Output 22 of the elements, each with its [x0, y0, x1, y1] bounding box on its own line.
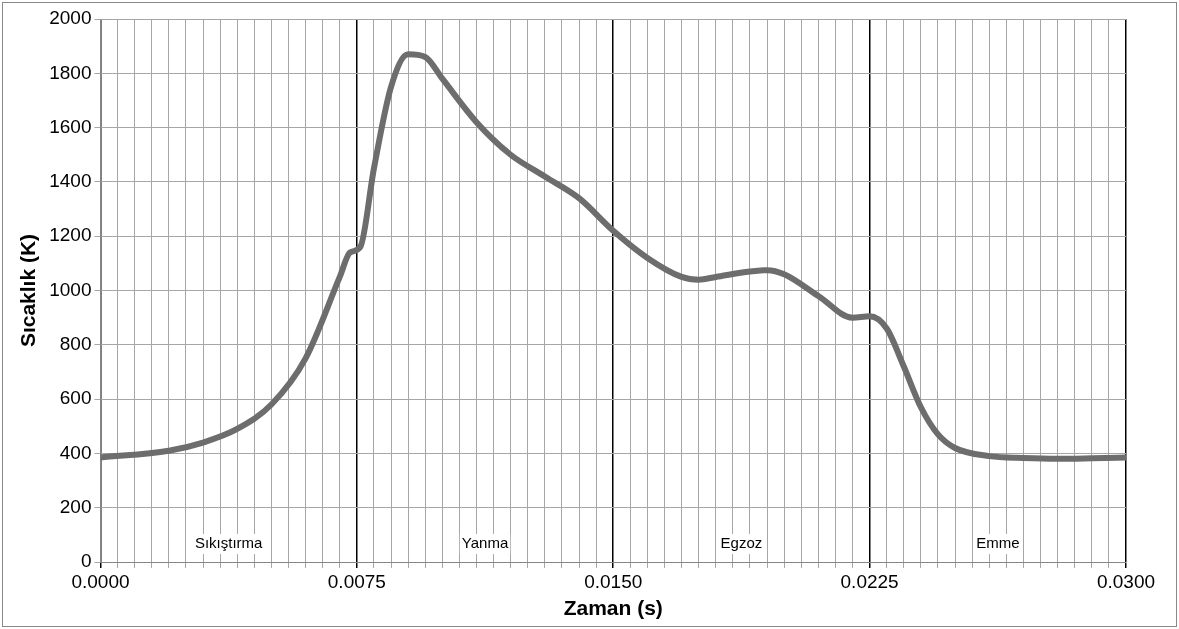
- y-axis-title: Sıcaklık (K): [16, 233, 40, 348]
- y-tick-label: 800: [59, 333, 92, 355]
- y-tick-label: 400: [59, 441, 92, 463]
- x-axis-title: Zaman (s): [563, 596, 663, 620]
- y-tick-label: 1400: [49, 170, 92, 192]
- y-tick-label: 2000: [49, 7, 92, 29]
- y-tick-label: 1800: [49, 61, 92, 83]
- x-tick-label: 0.0000: [71, 570, 130, 592]
- x-tick-label: 0.0300: [1096, 570, 1156, 592]
- y-tick-label: 1000: [49, 278, 92, 300]
- annotation: Yanma: [461, 534, 509, 552]
- annotation: Emme: [976, 534, 1020, 552]
- y-tick-label: 0: [80, 550, 92, 572]
- annotation: Egzoz: [720, 534, 763, 552]
- y-tick-label: 600: [59, 387, 92, 409]
- y-tick-label: 200: [59, 495, 92, 517]
- x-tick-label: 0.0225: [840, 570, 899, 592]
- x-tick-label: 0.0150: [584, 570, 643, 592]
- x-tick-label: 0.0075: [327, 570, 386, 592]
- y-tick-label: 1200: [49, 224, 92, 246]
- y-tick-label: 1600: [49, 115, 92, 137]
- annotation: Sıkıştırma: [194, 534, 264, 552]
